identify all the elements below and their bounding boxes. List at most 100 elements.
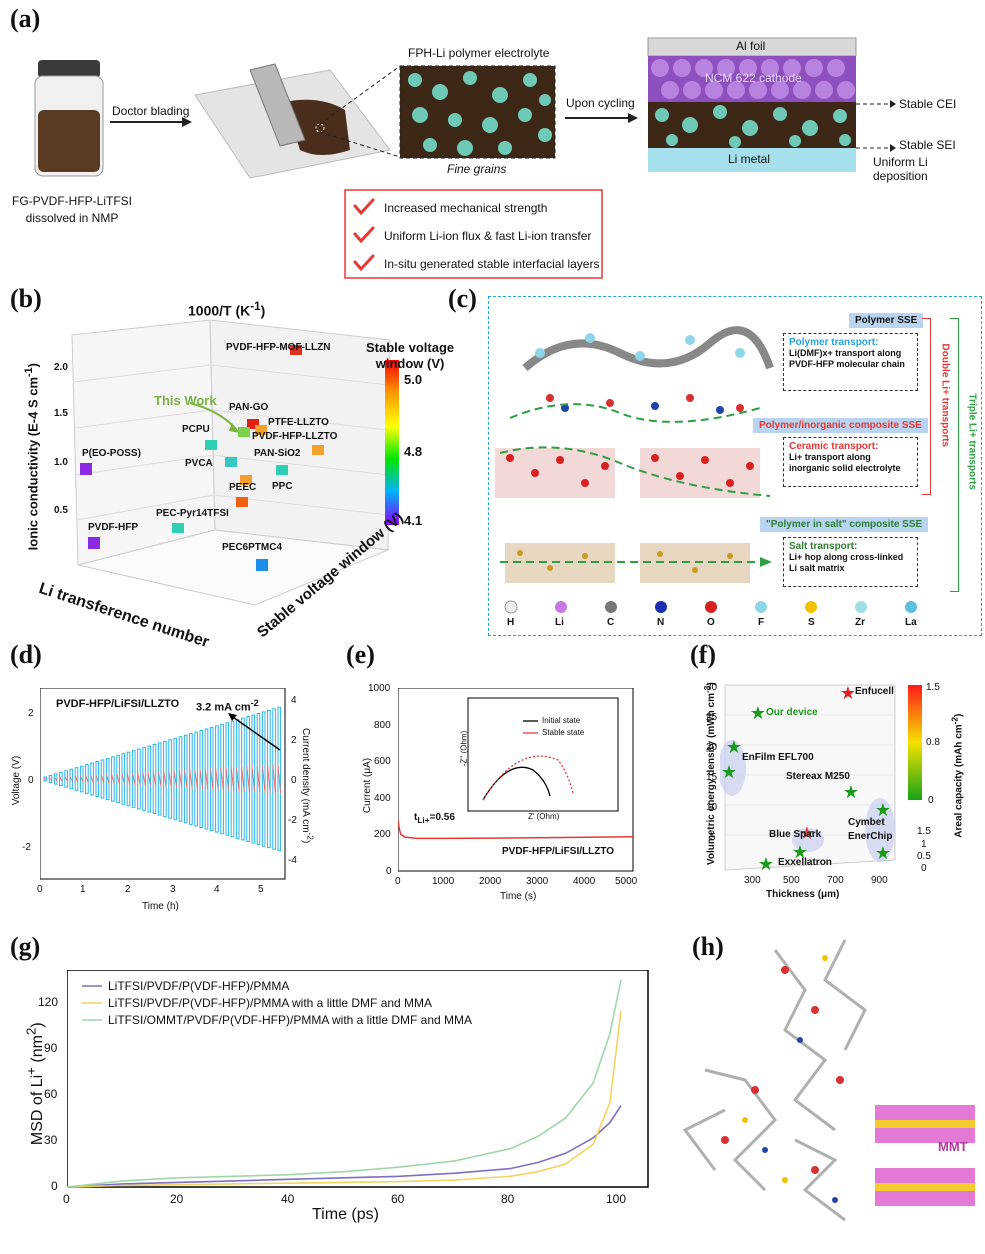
atom-legend-dots [504,600,917,614]
b-point-pan-go: PAN-GO [229,402,269,413]
uniform-deposition-label: Uniform Li deposition [873,155,928,183]
current-pulse [209,726,214,832]
g-ytick-90: 90 [44,1041,58,1055]
polymer-transport-box: Polymer transport: Li(DMF)x+ transport a… [783,333,918,391]
voltage-trace [209,768,214,790]
current-pulse [142,747,146,811]
g-xlabel: Time (ps) [312,1206,379,1223]
current-pulse [168,739,172,819]
b-point-p-eo-poss: P(EO-POSS) [82,448,141,459]
voltage-trace [178,770,183,788]
star-enfucell: ★ [840,683,856,703]
voltage-trace [267,765,271,793]
current-pulse [85,764,89,794]
legend-H: H [507,617,515,628]
current-pulse [261,711,266,847]
voltage-trace [199,768,204,790]
d-y2tick--2: -2 [288,815,297,826]
inset-ylabel: -Z'' (Ohm) [459,730,469,767]
current-pulse [183,734,188,824]
d-xtick-3: 3 [170,884,176,895]
cube-pan-go [247,419,259,429]
voltage-trace [69,776,74,782]
b-point-pcpu: PCPU [182,424,210,435]
salt-transport-title: Salt transport: [789,541,858,552]
voltage-trace [256,765,261,793]
b-point-pan-sio2: PAN-SiO2 [254,448,301,459]
voltage-trace [48,777,53,781]
msd-series-1 [67,1105,622,1188]
current-pulse [131,750,136,808]
f-xtick-300: 300 [744,875,761,886]
voltage-trace [204,768,209,790]
current-pulse [74,767,79,791]
voltage-trace [105,774,110,784]
cube-ppc [276,465,288,475]
current-pulse [79,765,84,793]
benefit-3: In-situ generated stable interfacial lay… [384,257,600,271]
voltage-trace [225,767,230,791]
triple-label: Triple Li+ transports [966,393,978,490]
b-ylabel: Ionic conductivity (E-4 S cm-1) [23,362,41,551]
panel-a-schematic [34,37,896,279]
e-xlabel: Time (s) [500,891,537,902]
d-ylabel: Voltage (V) [11,755,23,806]
d-xlabel: Time (h) [142,901,179,912]
f-ytick-25: 25 [706,712,718,723]
current-pulse [43,776,48,782]
panel-g-chart [67,970,649,1188]
f-xtick-900: 900 [871,875,888,886]
b-ytick-1.5: 1.5 [54,408,68,419]
e-annotation: PVDF-HFP/LiFSI/LLZTO [502,846,615,857]
f-label-enerchip: EnerChip [848,831,893,842]
cube-peec [236,497,248,507]
salt-transport-text: Li+ hop along cross-linked Li salt matri… [789,552,904,573]
benefits-box [344,189,603,279]
panel-f-3d-chart: ★ ★ ★ ★ ★ ★ ★ ★ ★ ★ [720,683,922,874]
legend-N: N [657,617,665,628]
g-xtick-80: 80 [501,1192,515,1206]
jar-caption-2: dissolved in NMP [25,211,119,225]
voltage-trace [189,769,193,789]
d-y2tick-0: 0 [291,775,297,786]
voltage-trace [54,777,58,781]
b-point-pvdf-hfp: PVDF-HFP [88,522,138,533]
e-xtick-1000: 1000 [432,876,455,887]
voltage-trace [163,771,167,787]
star-stereax: ★ [843,782,859,802]
b-point-mof-llzn: PVDF-HFP-MOF-LLZN [226,342,331,353]
b-point-pec6ptmc4: PEC6PTMC4 [222,542,283,553]
f-label-enfilm: EnFilm EFL700 [742,752,814,763]
d-xtick-0: 0 [37,884,43,895]
g-xtick-40: 40 [281,1192,295,1206]
step-upon-cycling: Upon cycling [566,96,635,110]
e-xtick-5000: 5000 [615,876,638,887]
current-pulse [111,756,115,802]
d-xtick-2: 2 [125,884,131,895]
panel-f-label: (f) [690,640,716,669]
cube-pec6ptmc4 [256,559,268,571]
star-enfilm-2: ★ [721,762,737,782]
g-xtick-100: 100 [606,1192,627,1206]
f-label-exxellatron: Exxellatron [778,857,832,868]
benefit-1: Increased mechanical strength [384,201,548,215]
panel-h-simulation-image [682,939,975,1222]
composite-sse-tag: Polymer/inorganic composite SSE [753,418,928,433]
voltage-trace [277,764,282,794]
g-ylabel: MSD of Li+ (nm2) [23,1022,47,1146]
f-label-cymbet: Cymbet [848,817,885,828]
colorbar-title-1: Stable voltage [366,340,455,355]
b-ytick-2.0: 2.0 [54,362,68,373]
current-pulse [69,768,74,790]
panel-c-molecules [495,326,774,583]
b-point-ptfe-llzto: PTFE-LLZTO [268,417,329,428]
f-ytick-30: 30 [706,682,718,693]
legend-C: C [607,617,615,628]
current-pulse [126,751,131,807]
f-zlabel: Areal capacity (mAh cm-2) [949,713,965,838]
g-xtick-20: 20 [170,1192,184,1206]
f-label-blue-spark: Blue Spark [769,829,822,840]
star-enerchip: ★ [875,843,891,863]
voltage-trace [246,766,250,792]
legend-F: F [758,617,765,628]
